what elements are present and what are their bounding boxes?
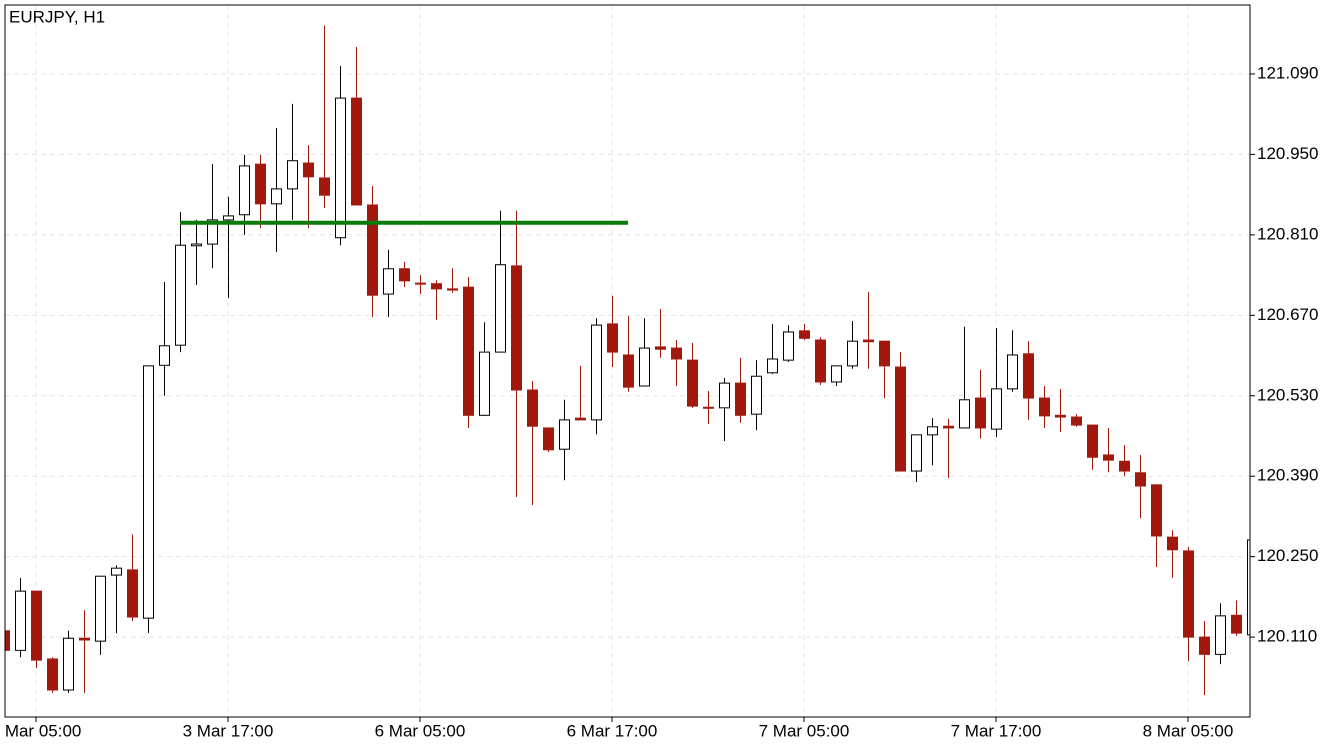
candle-body (719, 382, 730, 409)
candle-body (991, 388, 1002, 430)
candle-body (479, 351, 490, 416)
candle-body (1087, 424, 1098, 458)
candle-body (575, 417, 586, 421)
candle-body (255, 163, 266, 205)
y-tick-label: 120.390 (1257, 466, 1318, 485)
candle-body (863, 339, 874, 343)
candle-body (127, 569, 138, 618)
candle-body (1119, 460, 1130, 472)
candle-body (495, 264, 506, 353)
candle-body (431, 283, 442, 290)
x-tick-label: 6 Mar 05:00 (375, 721, 466, 740)
candle-body (511, 265, 522, 391)
candle-body (927, 426, 938, 436)
candle-body (1023, 353, 1034, 399)
candle-body (703, 406, 714, 409)
plot-frame (4, 4, 1251, 718)
candle-body (751, 375, 762, 415)
candle-body (463, 286, 474, 416)
candle-body (319, 177, 330, 196)
candle-body (1231, 614, 1242, 634)
x-tick-label: 3 Mar 17:00 (183, 721, 274, 740)
candle-body (207, 219, 218, 245)
candle-body (1167, 536, 1178, 551)
candle-body (15, 590, 26, 651)
candle-body (559, 419, 570, 450)
plot-area (5, 25, 1250, 696)
candle-body (367, 204, 378, 296)
candle-body (671, 347, 682, 360)
chart-title: EURJPY, H1 (9, 7, 105, 26)
candle-body (399, 268, 410, 282)
candle-body (527, 389, 538, 427)
candle-body (543, 427, 554, 451)
candle-body (1071, 416, 1082, 426)
candle-body (1039, 397, 1050, 417)
candle-body (767, 358, 778, 374)
candle-body (959, 399, 970, 429)
candle-body (1135, 472, 1146, 487)
candle-body (591, 324, 602, 421)
candle-body (5, 630, 10, 651)
candle-body (1007, 354, 1018, 390)
candle-body (943, 425, 954, 429)
y-tick-label: 121.090 (1257, 63, 1318, 82)
candle-body (895, 366, 906, 472)
candle-body (351, 97, 362, 206)
candle-body (303, 162, 314, 178)
candle-body (271, 188, 282, 205)
candle-body (111, 567, 122, 576)
candle-body (623, 354, 634, 388)
candle-body (239, 165, 250, 216)
y-tick-label: 120.670 (1257, 305, 1318, 324)
candle-body (159, 345, 170, 366)
y-tick-label: 120.950 (1257, 144, 1318, 163)
candle-body (415, 282, 426, 285)
candle-body (735, 382, 746, 416)
x-tick-label: 6 Mar 17:00 (567, 721, 658, 740)
candle-body (175, 244, 186, 346)
candle-body (879, 340, 890, 367)
x-tick-label: 7 Mar 05:00 (759, 721, 850, 740)
candle-body (335, 97, 346, 239)
candle-body (687, 359, 698, 407)
candle-body (447, 288, 458, 291)
candle-body (607, 323, 618, 353)
candle-body (799, 330, 810, 339)
candle-body (1151, 484, 1162, 537)
candle-body (975, 397, 986, 429)
candle-body (31, 590, 42, 661)
candle-body (815, 339, 826, 383)
x-tick-label: 7 Mar 17:00 (951, 721, 1042, 740)
candle-body (1055, 414, 1066, 418)
candle-body (95, 575, 106, 642)
candle-body (143, 365, 154, 619)
y-tick-label: 120.110 (1257, 627, 1317, 646)
candle-body (1215, 615, 1226, 655)
candle-body (79, 637, 90, 641)
candle-body (383, 268, 394, 295)
candle-body (655, 346, 666, 350)
candle-body (847, 340, 858, 367)
candle-body (1247, 539, 1250, 636)
candle-body (287, 160, 298, 190)
candle-body (223, 215, 234, 221)
y-tick-label: 120.530 (1257, 385, 1318, 404)
x-tick-label: 8 Mar 05:00 (1143, 721, 1234, 740)
y-tick-label: 120.250 (1257, 546, 1318, 565)
candle-body (783, 331, 794, 361)
x-tick-label: 3 Mar 05:00 (0, 721, 81, 740)
candle-body (47, 658, 58, 691)
candle-body (1183, 550, 1194, 638)
candle-body (639, 347, 650, 387)
candle-body (1103, 454, 1114, 461)
candle-body (63, 637, 74, 691)
candle-body (1199, 636, 1210, 655)
candle-body (911, 434, 922, 472)
candle-body (191, 243, 202, 247)
y-tick-label: 120.810 (1257, 224, 1318, 243)
candle-body (831, 365, 842, 383)
